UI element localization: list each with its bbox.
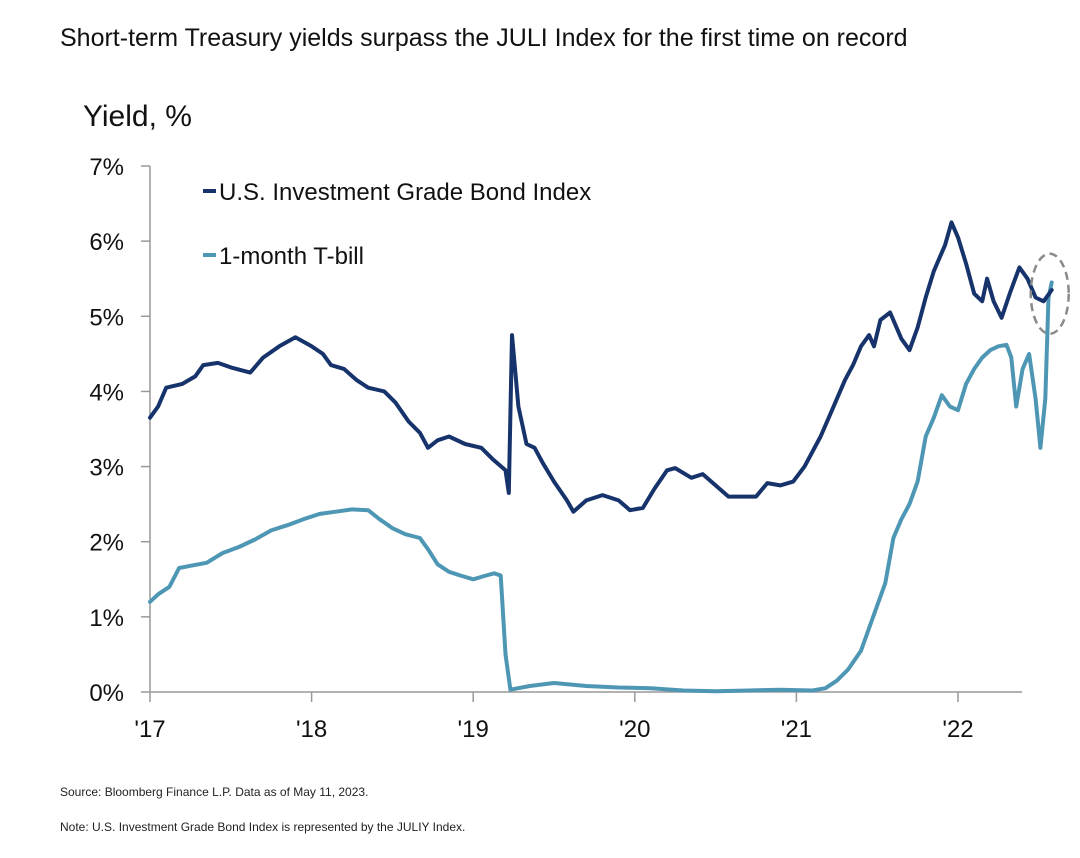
y-tick-label: 7%	[89, 154, 124, 181]
y-tick-label: 5%	[89, 304, 124, 331]
x-tick-label: '18	[296, 716, 327, 743]
y-tick-label: 1%	[89, 605, 124, 632]
y-axis-title: Yield, %	[83, 100, 192, 133]
chart-title: Short-term Treasury yields surpass the J…	[60, 24, 908, 52]
x-tick-label: '17	[134, 716, 165, 743]
x-tick-label: '20	[619, 716, 650, 743]
footnote: Note: U.S. Investment Grade Bond Index i…	[60, 820, 466, 834]
series-line-ig-bond-index	[148, 220, 1054, 514]
y-tick-label: 4%	[89, 379, 124, 406]
legend-label-ig-bond-index: U.S. Investment Grade Bond Index	[219, 179, 591, 206]
x-tick-label: '21	[781, 716, 812, 743]
y-tick-label: 0%	[89, 680, 124, 707]
y-tick-label: 3%	[89, 455, 124, 482]
source-note: Source: Bloomberg Finance L.P. Data as o…	[60, 785, 369, 799]
x-tick-label: '22	[942, 716, 973, 743]
x-tick-label: '19	[458, 716, 489, 743]
y-tick-label: 2%	[89, 530, 124, 557]
highlight-circle	[1029, 252, 1070, 335]
y-tick-label: 6%	[89, 229, 124, 256]
series-line-t-bill	[148, 280, 1054, 694]
legend-label-t-bill: 1-month T-bill	[219, 243, 364, 270]
